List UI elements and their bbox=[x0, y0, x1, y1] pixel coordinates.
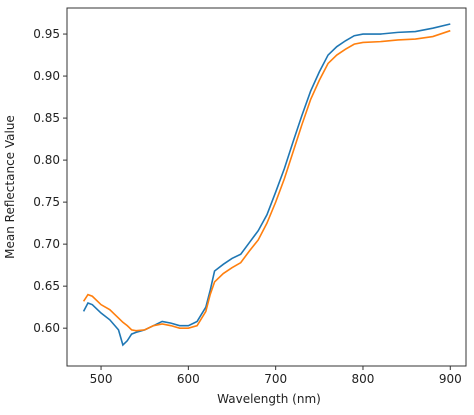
y-tick-label: 0.90 bbox=[33, 69, 60, 83]
y-tick-label: 0.75 bbox=[33, 195, 60, 209]
y-tick-label: 0.65 bbox=[33, 279, 60, 293]
series-line bbox=[82, 29, 451, 332]
plot-frame bbox=[66, 7, 467, 367]
y-tick-label: 0.70 bbox=[33, 237, 60, 251]
y-axis-label: Mean Reflectance Value bbox=[3, 115, 17, 259]
x-tick-label: 900 bbox=[439, 372, 462, 386]
series-line bbox=[82, 23, 451, 347]
y-tick-label: 0.60 bbox=[33, 321, 60, 335]
x-tick-label: 700 bbox=[264, 372, 287, 386]
y-tick-label: 0.80 bbox=[33, 153, 60, 167]
x-tick-label: 600 bbox=[177, 372, 200, 386]
y-tick-label: 0.95 bbox=[33, 27, 60, 41]
x-axis-label: Wavelength (nm) bbox=[217, 392, 321, 406]
x-tick-label: 500 bbox=[90, 372, 113, 386]
x-tick-label: 800 bbox=[352, 372, 375, 386]
y-tick-label: 0.85 bbox=[33, 111, 60, 125]
